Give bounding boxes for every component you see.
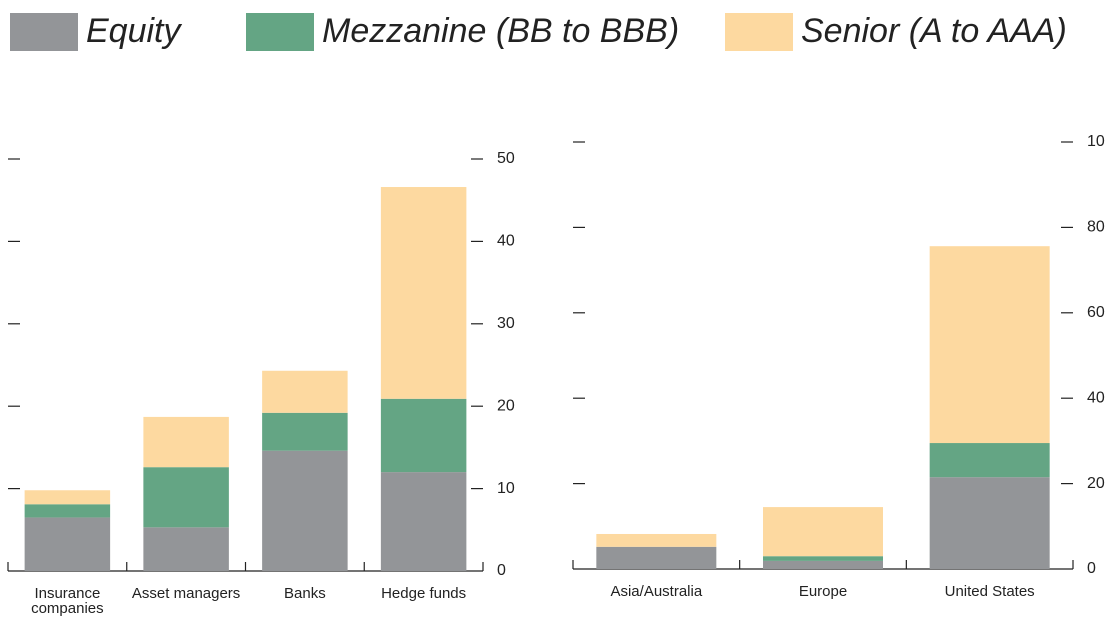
legend-swatch <box>725 13 793 51</box>
bar-segment <box>763 556 883 561</box>
y-tick-label: 0 <box>497 562 506 579</box>
legend-swatch <box>10 13 78 51</box>
y-tick-label: 20 <box>1087 475 1105 492</box>
bar-segment <box>929 246 1050 444</box>
y-tick-label: 100 <box>1087 133 1105 150</box>
bar-segment <box>24 517 111 571</box>
x-tick-label: United States <box>944 583 1035 600</box>
bar-segment <box>143 467 229 528</box>
bar-segment <box>143 416 229 468</box>
bar-segment <box>596 533 717 547</box>
bar-segment <box>143 527 229 571</box>
legend-label: Senior (A to AAA) <box>801 12 1067 50</box>
y-tick-label: 30 <box>497 315 515 332</box>
x-tick-label: Hedge funds <box>381 585 467 602</box>
y-tick-label: 20 <box>497 397 515 414</box>
bar-segment <box>24 490 111 505</box>
bar-segment <box>24 504 111 518</box>
y-tick-label: 10 <box>497 480 515 497</box>
x-tick-label: Insurance companies <box>31 585 104 617</box>
y-tick-label: 60 <box>1087 304 1105 321</box>
bar-segment <box>929 477 1050 569</box>
y-tick-label: 50 <box>497 150 515 167</box>
bar-segment <box>262 450 348 571</box>
legend-swatch <box>246 13 314 51</box>
x-tick-label: Europe <box>798 583 848 600</box>
x-tick-label: Asia/Australia <box>610 583 703 600</box>
bar-segment <box>262 370 348 413</box>
bar-segment <box>262 412 348 451</box>
legend-label: Equity <box>86 12 182 50</box>
bar-segment <box>929 443 1050 478</box>
x-tick-label: Asset managers <box>131 585 241 602</box>
bar-segment <box>380 472 467 571</box>
y-tick-label: 0 <box>1087 560 1096 577</box>
legend-label: Mezzanine (BB to BBB) <box>322 12 679 50</box>
bar-segment <box>763 507 883 557</box>
x-tick-label: Banks <box>284 585 326 602</box>
y-tick-label: 40 <box>1087 389 1105 406</box>
bar-segment <box>763 560 883 569</box>
bar-segment <box>380 398 467 473</box>
bar-segment <box>380 187 467 399</box>
y-tick-label: 40 <box>497 233 515 250</box>
bar-segment <box>596 546 717 569</box>
y-tick-label: 80 <box>1087 219 1105 236</box>
